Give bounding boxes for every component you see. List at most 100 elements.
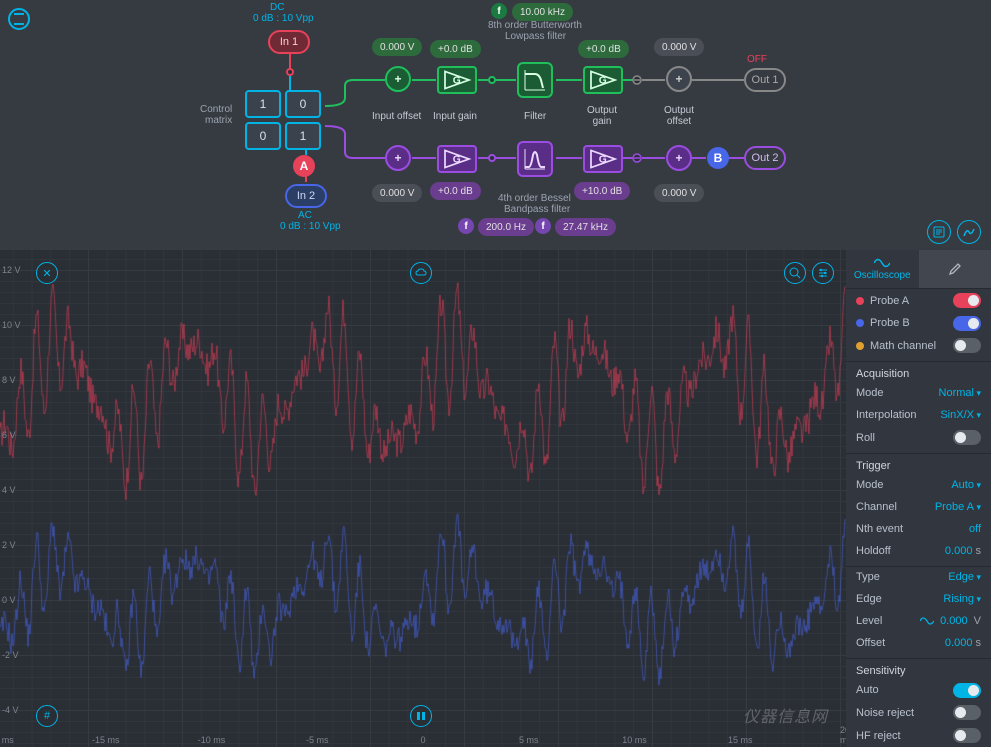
y-tick: 2 V <box>2 540 16 550</box>
zoom-button[interactable] <box>784 262 806 284</box>
acquisition-header: Acquisition <box>846 361 991 382</box>
output-1[interactable]: Out 1 <box>744 68 786 92</box>
trig-offset-value[interactable]: 0.000 <box>945 637 973 649</box>
green-input-offset-pill[interactable]: 0.000 V <box>372 38 422 56</box>
signal-chain-diagram: DC 0 dB : 10 Vpp In 1 In 2 AC 0 dB : 10 … <box>0 0 991 250</box>
acq-interp-row: Interpolation SinX/X <box>846 404 991 426</box>
x-tick: 15 ms <box>728 735 753 745</box>
sens-noise-toggle[interactable] <box>953 705 981 720</box>
green-output-gain-pill[interactable]: +0.0 dB <box>578 40 629 58</box>
label-filter: Filter <box>524 111 546 122</box>
waveform-canvas <box>0 250 846 747</box>
purple-fl-pill[interactable]: 200.0 Hz <box>478 218 534 236</box>
purple-fh-pill[interactable]: 27.47 kHz <box>555 218 616 236</box>
acq-mode-select[interactable]: Normal <box>939 387 981 399</box>
y-tick: 0 V <box>2 595 16 605</box>
tab-oscilloscope[interactable]: Oscilloscope <box>846 250 919 288</box>
math-toggle[interactable] <box>953 338 981 353</box>
purple-output-offset-pill[interactable]: 0.000 V <box>654 184 704 202</box>
trig-mode-select[interactable]: Auto <box>951 479 981 491</box>
purple-output-gain-node[interactable]: G <box>583 145 623 173</box>
purple-output-offset-node[interactable]: + <box>666 145 692 171</box>
label-input-offset: Input offset <box>372 111 421 122</box>
menu-button[interactable] <box>8 8 30 30</box>
probe-a-dot <box>856 297 864 305</box>
matrix-cell-00[interactable]: 1 <box>245 90 281 118</box>
y-tick: 8 V <box>2 375 16 385</box>
purple-filter-line1: 4th order Bessel <box>498 193 571 204</box>
x-tick: -20 ms <box>0 735 14 745</box>
probe-a-row: Probe A <box>846 289 991 312</box>
x-tick: 20 ms <box>840 725 846 745</box>
label-output-offset: Output offset <box>664 105 694 127</box>
green-input-gain-node[interactable]: G <box>437 66 477 94</box>
math-dot <box>856 342 864 350</box>
matrix-cell-10[interactable]: 0 <box>245 122 281 150</box>
purple-input-offset-node[interactable]: + <box>385 145 411 171</box>
purple-output-gain-pill[interactable]: +10.0 dB <box>574 182 630 200</box>
green-input-gain-pill[interactable]: +0.0 dB <box>430 40 481 58</box>
output-2[interactable]: Out 2 <box>744 146 786 170</box>
matrix-cell-11[interactable]: 1 <box>285 122 321 150</box>
trig-type-select[interactable]: Edge <box>948 571 981 583</box>
green-input-offset-node[interactable]: + <box>385 66 411 92</box>
purple-input-offset-pill[interactable]: 0.000 V <box>372 184 422 202</box>
probe-b-dot <box>856 319 864 327</box>
pause-button[interactable] <box>410 705 432 727</box>
matrix-cell-01[interactable]: 0 <box>285 90 321 118</box>
probe-a-tap[interactable]: A <box>293 155 315 177</box>
control-matrix-label: Control matrix <box>200 104 232 126</box>
green-filter-node[interactable] <box>517 62 553 98</box>
watermark: 仪器信息网 <box>743 703 828 727</box>
tab-edit[interactable] <box>919 250 991 288</box>
purple-filter-node[interactable] <box>517 141 553 177</box>
oscilloscope-plot[interactable]: 12 V10 V8 V6 V4 V2 V0 V-2 V-4 V -20 ms-1… <box>0 250 846 747</box>
pencil-icon <box>948 262 962 276</box>
in1-coupling: DC <box>270 2 284 13</box>
probe-b-toggle[interactable] <box>953 316 981 331</box>
scope-settings-panel: Oscilloscope Probe A Probe B Math channe… <box>846 250 991 747</box>
y-tick: 12 V <box>2 265 21 275</box>
cloud-button[interactable] <box>410 262 432 284</box>
probe-a-toggle[interactable] <box>953 293 981 308</box>
x-tick: -5 ms <box>306 735 329 745</box>
acq-roll-toggle[interactable] <box>953 430 981 445</box>
purple-fh-label: f <box>535 218 551 234</box>
trig-edge-select[interactable]: Rising <box>943 593 981 605</box>
out1-off-label: OFF <box>747 54 767 65</box>
sens-auto-toggle[interactable] <box>953 683 981 698</box>
green-output-offset-pill[interactable]: 0.000 V <box>654 38 704 56</box>
grid-button[interactable]: # <box>36 705 58 727</box>
sensitivity-header: Sensitivity <box>846 658 991 679</box>
purple-input-gain-pill[interactable]: +0.0 dB <box>430 182 481 200</box>
y-tick: 10 V <box>2 320 21 330</box>
settings-plot-button[interactable] <box>812 262 834 284</box>
in1-range: 0 dB : 10 Vpp <box>253 13 314 24</box>
green-output-offset-node[interactable]: + <box>666 66 692 92</box>
level-slope-icon <box>920 616 934 626</box>
svg-text:G: G <box>599 154 607 165</box>
y-tick: -4 V <box>2 705 19 715</box>
green-output-gain-node[interactable]: G <box>583 66 623 94</box>
trig-holdoff-value[interactable]: 0.000 <box>945 545 973 557</box>
input-2[interactable]: In 2 <box>285 184 327 208</box>
sens-hf-toggle[interactable] <box>953 728 981 743</box>
scope-area: 12 V10 V8 V6 V4 V2 V0 V-2 V-4 V -20 ms-1… <box>0 250 991 747</box>
y-tick: 4 V <box>2 485 16 495</box>
trigger-header: Trigger <box>846 453 991 474</box>
acq-interp-select[interactable]: SinX/X <box>940 409 981 421</box>
green-fc-pill[interactable]: 10.00 kHz <box>512 3 573 21</box>
notes-button[interactable] <box>927 220 951 244</box>
trig-level-value[interactable]: 0.000 <box>940 615 968 627</box>
x-tick: 10 ms <box>622 735 647 745</box>
probe-b-tap[interactable]: B <box>707 147 729 169</box>
trig-nth-value[interactable]: off <box>969 523 981 535</box>
green-filter-line1: 8th order Butterworth <box>488 20 582 31</box>
purple-fl-label: f <box>458 218 474 234</box>
chart-expand-button[interactable] <box>957 220 981 244</box>
math-channel-row: Math channel <box>846 335 991 358</box>
input-1[interactable]: In 1 <box>268 30 310 54</box>
purple-input-gain-node[interactable]: G <box>437 145 477 173</box>
trig-channel-select[interactable]: Probe A <box>935 501 981 513</box>
close-plot-button[interactable]: ✕ <box>36 262 58 284</box>
